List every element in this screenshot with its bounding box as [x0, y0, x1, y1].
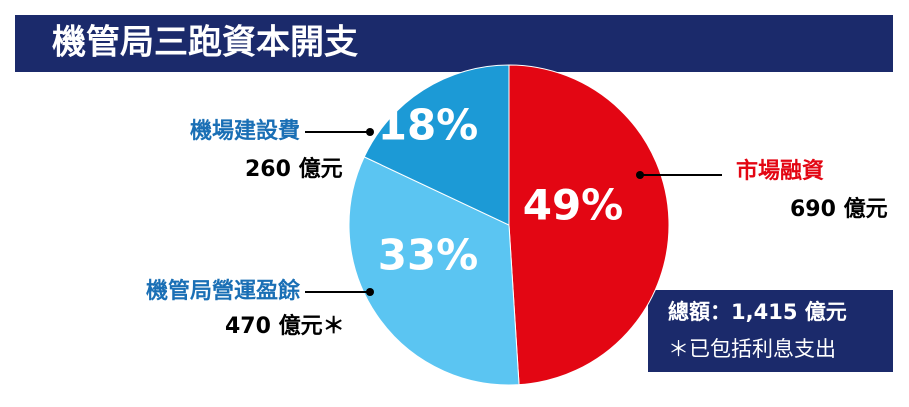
- note-box: [648, 290, 893, 372]
- slice-percent: 18%: [378, 101, 479, 150]
- pie-slice: [508, 64, 670, 386]
- leader-dot: [366, 128, 374, 136]
- footnote: ＊已包括利息支出: [668, 337, 836, 361]
- pie-slice: [363, 64, 510, 226]
- slice-percent: 49%: [523, 181, 624, 230]
- slice-percent: 33%: [378, 231, 479, 280]
- total-label: 總額：1,415 億元: [668, 300, 847, 324]
- amount-label: 260 億元: [245, 156, 343, 182]
- category-label: 市場融資: [736, 158, 824, 184]
- chart-title: 機管局三跑資本開支: [52, 23, 358, 63]
- amount-label: 470 億元＊: [225, 313, 345, 339]
- leader-dot: [366, 288, 374, 296]
- pie-slice: [348, 156, 520, 386]
- category-label: 機管局營運盈餘: [146, 278, 301, 304]
- title-bar: [15, 15, 893, 72]
- amount-label: 690 億元: [790, 196, 888, 222]
- leader-dot: [636, 171, 644, 179]
- category-label: 機場建設費: [190, 118, 300, 144]
